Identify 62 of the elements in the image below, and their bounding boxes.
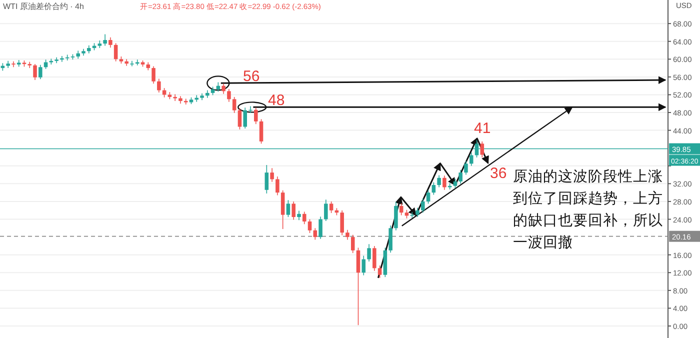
candlestick [340,210,344,236]
candlestick [416,207,420,218]
candlestick [264,164,269,194]
candlestick [270,168,274,182]
candlestick [453,178,458,189]
candlestick [238,108,242,130]
candlestick [378,265,382,278]
candlestick [432,182,436,196]
candlestick [308,218,312,234]
candlestick [313,228,318,240]
candlestick [297,210,301,221]
candlestick [276,176,280,196]
candlestick [243,107,247,129]
candlestick [292,201,296,220]
candlestick [216,82,220,92]
candlestick [227,88,231,102]
candlestick [173,94,177,102]
candlestick [222,83,226,94]
candlestick [464,160,468,176]
candlestick [302,211,306,225]
candlestick [437,174,441,188]
annotation: 原油的这波阶段性上涨到位了回踩趋势，上方的缺口也要回补，所以一波回撤 [513,168,663,251]
candlestick [346,230,350,240]
candlestick [280,190,285,230]
candlestick [286,200,290,218]
chart-title: WTI 原油差价合约 · 4h [3,2,84,11]
candlestick [152,66,156,84]
candlestick [469,152,474,166]
candlestick [108,36,112,48]
annotation: 48 [268,92,285,109]
candlestick [394,202,398,231]
annotation: 41 [474,120,491,137]
candlestick [232,96,236,114]
annotation: 36 [490,165,507,182]
candlestick [356,247,360,326]
candlestick [318,216,322,240]
candlestick [388,225,392,254]
candlestick [157,78,161,93]
candlestick [114,42,118,62]
candlestick [426,190,430,204]
candlestick [130,60,134,67]
annotation: 56 [243,68,260,85]
candlestick [421,198,425,213]
candlestick [362,255,366,276]
candlestick [399,202,404,216]
candlestick [38,64,42,80]
candlestick [12,60,16,68]
candlestick [259,118,264,144]
candlestick [458,169,462,184]
candlestick [124,58,128,66]
candlestick [372,246,376,272]
candlestick [28,61,32,68]
candlestick [350,234,355,254]
candlestick [103,34,107,46]
candlestick [184,98,188,105]
candlestick [367,244,371,262]
candlestick [442,175,446,190]
candlestick [324,199,328,222]
candlestick [480,141,484,158]
candlestick [33,64,37,80]
candlestick [329,201,334,214]
candlestick [254,107,258,124]
